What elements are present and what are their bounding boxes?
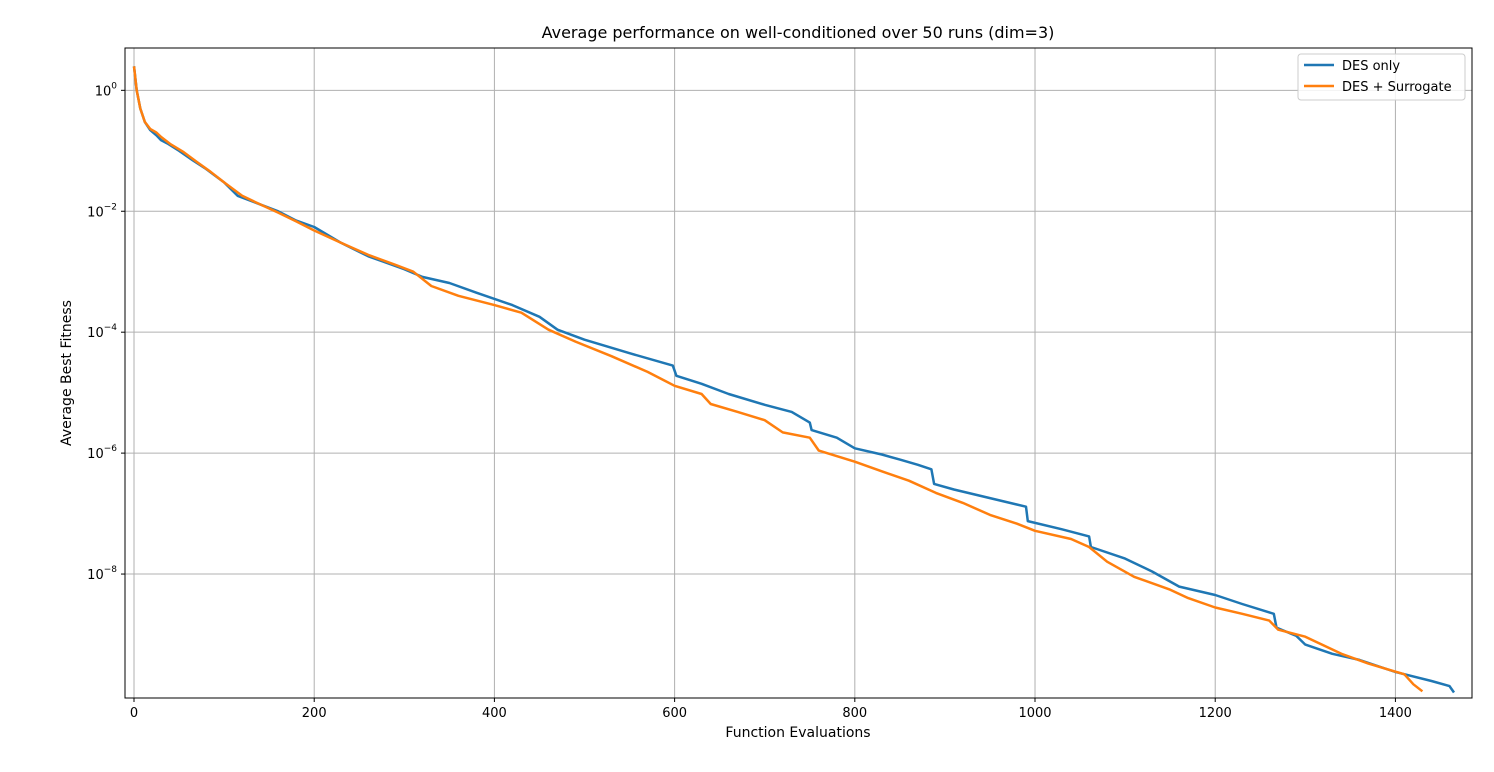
legend: DES only DES + Surrogate xyxy=(1297,53,1466,101)
y-tick-exponent: −6 xyxy=(104,444,118,454)
x-tick-label: 1400 xyxy=(1379,706,1412,721)
x-tick-label: 200 xyxy=(302,706,327,721)
plot-frame xyxy=(124,47,1473,699)
y-tick-exponent: −4 xyxy=(104,323,118,333)
y-tick-base: 10 xyxy=(95,84,112,99)
y-tick-label: 10−8 xyxy=(87,565,117,583)
y-tick-base: 10 xyxy=(87,568,104,583)
x-tick-label: 600 xyxy=(662,706,687,721)
y-tick-label: 10−2 xyxy=(87,202,117,220)
axis-ticks: 0 200 400 600 800 1000 1200 140010010−210−410−6… xyxy=(87,81,1412,721)
chart-title: Average performance on well-conditioned … xyxy=(542,23,1055,42)
legend-box xyxy=(1297,53,1466,101)
y-tick-base: 10 xyxy=(87,205,104,220)
series-line-des-surrogate xyxy=(132,66,1424,693)
y-tick-exponent: −2 xyxy=(104,202,117,212)
series-layer xyxy=(132,66,1456,694)
y-tick-label: 10−6 xyxy=(87,444,117,462)
y-tick-label: 100 xyxy=(95,81,118,99)
x-axis-label: Function Evaluations xyxy=(725,725,870,741)
y-tick-label: 10−4 xyxy=(87,323,117,341)
y-tick-exponent: −8 xyxy=(104,565,118,575)
x-tick-label: 1200 xyxy=(1199,706,1232,721)
grid xyxy=(125,48,1472,698)
legend-label-des-only: DES only xyxy=(1342,59,1400,74)
y-tick-base: 10 xyxy=(87,447,104,462)
x-tick-label: 1000 xyxy=(1018,706,1051,721)
y-tick-base: 10 xyxy=(87,326,104,341)
y-tick-exponent: 0 xyxy=(111,81,117,91)
legend-label-des-surrogate: DES + Surrogate xyxy=(1342,80,1452,95)
y-axis-label: Average Best Fitness xyxy=(59,300,75,446)
x-tick-label: 400 xyxy=(482,706,507,721)
x-tick-label: 800 xyxy=(842,706,867,721)
x-tick-label: 0 xyxy=(130,706,138,721)
